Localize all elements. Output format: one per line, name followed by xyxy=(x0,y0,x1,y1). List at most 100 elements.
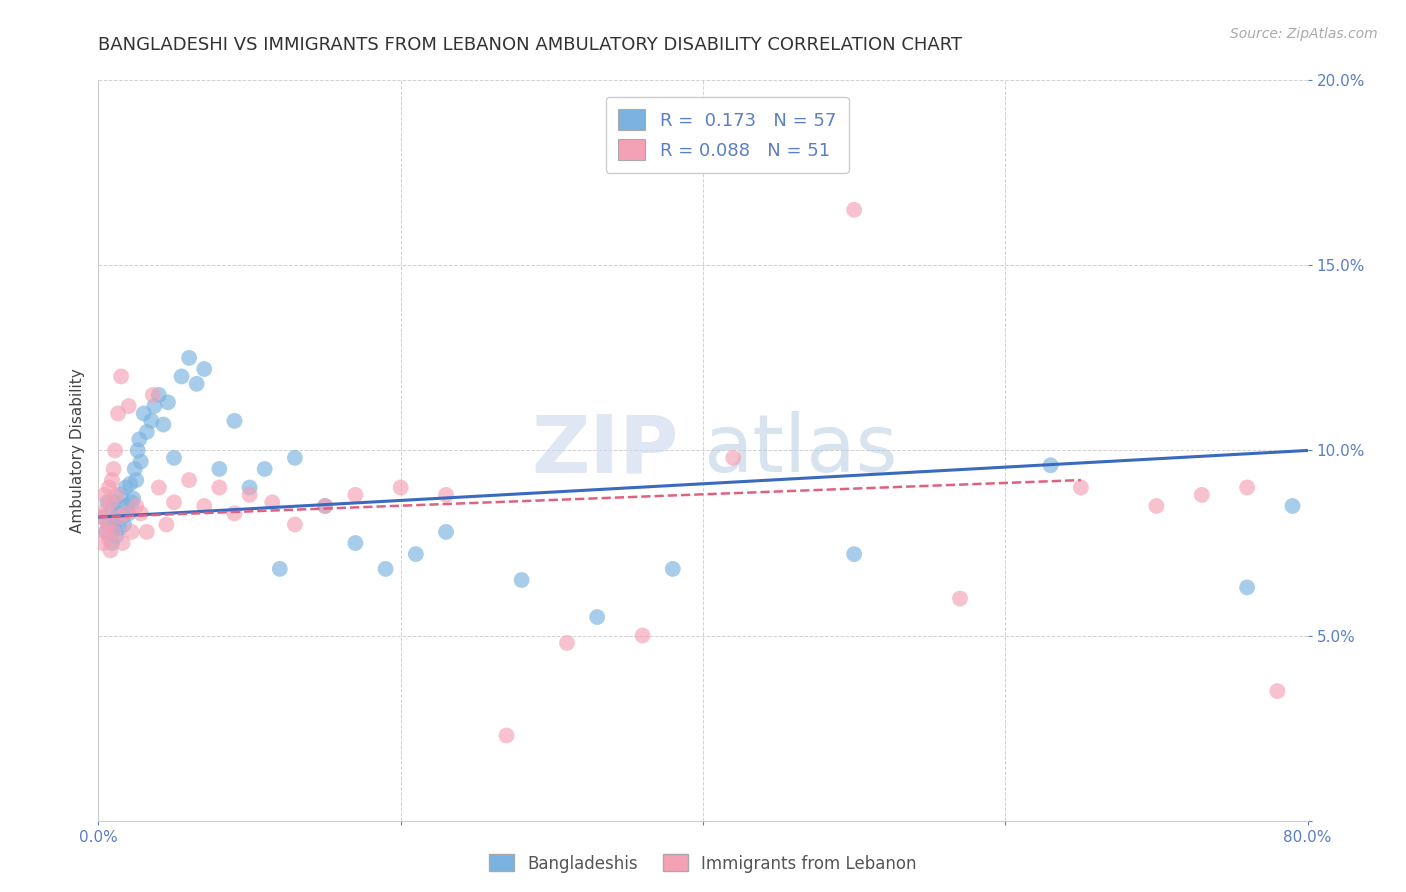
Point xyxy=(163,495,186,509)
Point xyxy=(284,450,307,465)
Point xyxy=(661,562,683,576)
Point xyxy=(389,481,412,495)
Point xyxy=(105,528,128,542)
Point xyxy=(1236,481,1258,495)
Point xyxy=(94,524,117,539)
Point xyxy=(344,536,367,550)
Point xyxy=(344,488,367,502)
Point xyxy=(90,510,112,524)
Point xyxy=(208,481,231,495)
Point xyxy=(132,407,155,421)
Point xyxy=(208,462,231,476)
Point xyxy=(156,395,179,409)
Point xyxy=(179,473,201,487)
Point xyxy=(141,414,163,428)
Point xyxy=(143,399,166,413)
Point xyxy=(108,521,131,535)
Point xyxy=(91,536,114,550)
Point xyxy=(262,495,284,509)
Point xyxy=(122,491,145,506)
Point xyxy=(135,425,157,439)
Point xyxy=(105,488,128,502)
Point xyxy=(555,636,578,650)
Point xyxy=(100,495,122,509)
Point xyxy=(193,362,215,376)
Point xyxy=(239,488,262,502)
Point xyxy=(101,473,124,487)
Point xyxy=(94,502,117,516)
Point xyxy=(98,481,121,495)
Point xyxy=(125,473,148,487)
Point xyxy=(96,495,118,509)
Point xyxy=(163,450,186,465)
Point xyxy=(111,510,134,524)
Text: ZIP: ZIP xyxy=(531,411,679,490)
Point xyxy=(631,628,654,642)
Legend: R =  0.173   N = 57, R = 0.088   N = 51: R = 0.173 N = 57, R = 0.088 N = 51 xyxy=(606,96,849,173)
Point xyxy=(128,433,150,447)
Point xyxy=(103,521,125,535)
Point xyxy=(148,388,170,402)
Point xyxy=(170,369,193,384)
Point xyxy=(1191,488,1213,502)
Point xyxy=(110,488,132,502)
Point xyxy=(110,369,132,384)
Point xyxy=(844,202,866,217)
Point xyxy=(135,524,157,539)
Point xyxy=(495,729,517,743)
Point xyxy=(155,517,177,532)
Point xyxy=(405,547,427,561)
Point xyxy=(110,499,132,513)
Point xyxy=(100,507,122,521)
Point xyxy=(100,543,122,558)
Point xyxy=(1236,581,1258,595)
Point xyxy=(108,510,131,524)
Point xyxy=(91,510,114,524)
Point xyxy=(253,462,276,476)
Point xyxy=(103,495,125,509)
Point xyxy=(103,524,125,539)
Point xyxy=(1070,481,1092,495)
Point xyxy=(118,507,141,521)
Point xyxy=(1281,499,1303,513)
Point xyxy=(434,524,457,539)
Point xyxy=(115,499,138,513)
Text: BANGLADESHI VS IMMIGRANTS FROM LEBANON AMBULATORY DISABILITY CORRELATION CHART: BANGLADESHI VS IMMIGRANTS FROM LEBANON A… xyxy=(98,36,963,54)
Point xyxy=(434,488,457,502)
Point xyxy=(104,514,127,528)
Point xyxy=(510,573,533,587)
Point xyxy=(118,399,141,413)
Point xyxy=(129,454,152,468)
Point xyxy=(586,610,609,624)
Point xyxy=(127,443,149,458)
Text: Source: ZipAtlas.com: Source: ZipAtlas.com xyxy=(1230,27,1378,41)
Point xyxy=(142,388,165,402)
Point xyxy=(844,547,866,561)
Point xyxy=(98,517,121,532)
Point xyxy=(723,450,745,465)
Point xyxy=(1267,684,1289,698)
Point xyxy=(107,507,129,521)
Point xyxy=(107,407,129,421)
Point xyxy=(186,376,208,391)
Point xyxy=(101,536,124,550)
Point xyxy=(949,591,972,606)
Point xyxy=(129,507,152,521)
Point xyxy=(239,481,262,495)
Y-axis label: Ambulatory Disability: Ambulatory Disability xyxy=(69,368,84,533)
Point xyxy=(224,507,246,521)
Point xyxy=(120,476,142,491)
Point xyxy=(125,499,148,513)
Point xyxy=(114,507,136,521)
Point xyxy=(103,462,125,476)
Point xyxy=(1144,499,1167,513)
Text: atlas: atlas xyxy=(703,411,897,490)
Legend: Bangladeshis, Immigrants from Lebanon: Bangladeshis, Immigrants from Lebanon xyxy=(482,847,924,880)
Point xyxy=(314,499,336,513)
Point xyxy=(374,562,396,576)
Point xyxy=(224,414,246,428)
Point xyxy=(104,443,127,458)
Point xyxy=(114,481,136,495)
Point xyxy=(93,488,115,502)
Point xyxy=(112,517,135,532)
